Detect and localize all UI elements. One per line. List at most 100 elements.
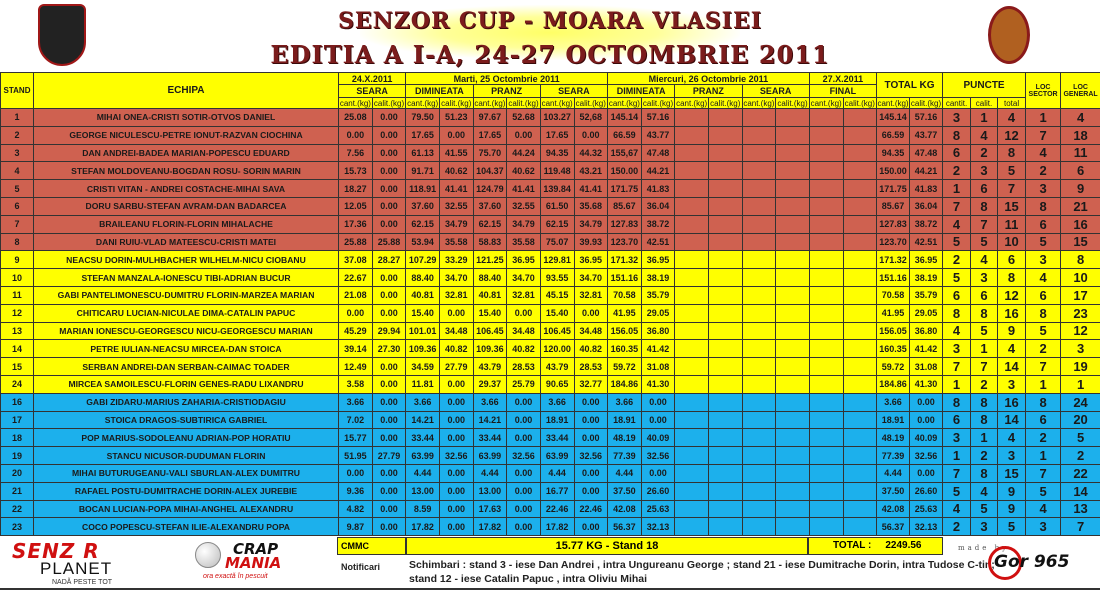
- value-cell: 17.82: [539, 517, 575, 537]
- value-cell: 17.36: [338, 214, 373, 234]
- stand-cell: 9: [0, 250, 34, 270]
- table-row: 4 STEFAN MOLDOVEANU-BOGDAN ROSU- SORIN MA…: [0, 161, 1100, 181]
- points-calit-cell: 3: [970, 161, 999, 181]
- stand-cell: 22: [0, 499, 34, 519]
- col-loc-general: LOC GENERAL: [1060, 72, 1100, 109]
- points-cantit-cell: 3: [942, 428, 972, 448]
- stand-cell: 6: [0, 196, 34, 216]
- value-cell: 40.82: [439, 339, 474, 359]
- value-cell: 85.67: [607, 196, 642, 216]
- value-cell: [808, 481, 844, 501]
- value-cell: [708, 463, 743, 483]
- table-row: 23 COCO POPESCU-STEFAN ILIE-ALEXANDRU POP…: [0, 517, 1100, 537]
- loc-general-cell: 2: [1060, 446, 1100, 465]
- session-header: SEARA: [337, 84, 407, 98]
- total-calit-cell: 41.42: [909, 339, 944, 359]
- unit-p_calit: calit.: [970, 97, 999, 109]
- value-cell: [708, 321, 743, 341]
- value-cell: [808, 179, 844, 198]
- value-cell: [842, 357, 878, 376]
- loc-general-cell: 11: [1060, 143, 1100, 163]
- value-cell: 88.40: [405, 268, 441, 287]
- value-cell: 34.70: [506, 268, 541, 287]
- value-cell: 37.08: [338, 250, 373, 270]
- value-cell: 15.77: [338, 428, 373, 448]
- team-cell: BOCAN LUCIAN-POPA MIHAI-ANGHEL ALEXANDRU: [33, 499, 339, 519]
- team-cell: NEACSU DORIN-MULHBACHER WILHELM-NICU CIO…: [33, 250, 339, 270]
- value-cell: 40.81: [472, 285, 508, 305]
- table-row: 10 STEFAN MANZALA-IONESCU TIBI-ADRIAN BUC…: [0, 268, 1100, 287]
- value-cell: 45.29: [338, 321, 373, 341]
- total-calit-cell: 41.83: [909, 179, 944, 198]
- session-header: PRANZ: [674, 84, 743, 98]
- value-cell: [842, 446, 878, 465]
- value-cell: 52,68: [573, 108, 609, 127]
- value-cell: 16.77: [539, 481, 575, 501]
- value-cell: 32.56: [439, 446, 474, 465]
- value-cell: 40.81: [405, 285, 441, 305]
- value-cell: [674, 392, 710, 412]
- value-cell: 0.00: [573, 517, 609, 537]
- value-cell: 3.66: [338, 392, 373, 412]
- sponsor1-line2: PLANET: [40, 559, 113, 578]
- cmmc-value: 15.77 KG - Stand 18: [406, 537, 808, 555]
- points-cantit-cell: 1: [942, 446, 972, 465]
- unit-calit: calit.(kg): [506, 97, 541, 109]
- value-cell: [775, 499, 810, 519]
- points-cantit-cell: 2: [942, 161, 972, 181]
- points-total-cell: 10: [997, 232, 1027, 252]
- value-cell: [674, 179, 710, 198]
- stand-cell: 4: [0, 161, 34, 181]
- team-cell: DANI RUIU-VLAD MATEESCU-CRISTI MATEI: [33, 232, 339, 252]
- value-cell: 0.00: [439, 125, 474, 145]
- value-cell: 12.05: [338, 196, 373, 216]
- loc-sector-cell: 4: [1025, 268, 1062, 287]
- value-cell: 0.00: [506, 125, 541, 145]
- value-cell: 4.44: [472, 463, 508, 483]
- value-cell: 28.53: [573, 357, 609, 376]
- value-cell: [808, 357, 844, 376]
- table-row: 21 RAFAEL POSTU-DUMITRACHE DORIN-ALEX JUR…: [0, 481, 1100, 501]
- value-cell: [674, 357, 710, 376]
- value-cell: 70.58: [607, 285, 642, 305]
- sponsor1-line1: SENZ R: [12, 539, 100, 563]
- points-calit-cell: 8: [970, 303, 999, 323]
- total-calit-cell: 43.77: [909, 125, 944, 145]
- stand-cell: 2: [0, 125, 34, 145]
- value-cell: 17.82: [472, 517, 508, 537]
- value-cell: [775, 143, 810, 163]
- value-cell: 3.66: [405, 392, 441, 412]
- unit-calit: calit.(kg): [439, 97, 474, 109]
- value-cell: 47.48: [640, 143, 676, 163]
- total-calit-cell: 36.04: [909, 196, 944, 216]
- value-cell: 3.66: [607, 392, 642, 412]
- total-cant-cell: 85.67: [876, 196, 911, 216]
- value-cell: [741, 125, 777, 145]
- value-cell: 35.58: [439, 232, 474, 252]
- value-cell: 62.15: [405, 214, 441, 234]
- value-cell: [708, 517, 743, 537]
- value-cell: 17.63: [472, 499, 508, 519]
- total-cant-cell: 66.59: [876, 125, 911, 145]
- value-cell: 40.82: [506, 339, 541, 359]
- total-cant-cell: 41.95: [876, 303, 911, 323]
- table-row: 6 DORU SARBU-STEFAN AVRAM-DAN BADARCEA 12.…: [0, 196, 1100, 216]
- loc-general-cell: 17: [1060, 285, 1100, 305]
- stand-cell: 10: [0, 268, 34, 287]
- value-cell: [775, 179, 810, 198]
- points-calit-cell: 6: [970, 179, 999, 198]
- value-cell: 57.16: [640, 108, 676, 127]
- value-cell: 0.00: [640, 463, 676, 483]
- value-cell: 36.80: [640, 321, 676, 341]
- value-cell: 0.00: [371, 428, 407, 448]
- value-cell: [808, 232, 844, 252]
- points-cantit-cell: 7: [942, 196, 972, 216]
- value-cell: 34.70: [439, 268, 474, 287]
- loc-general-cell: 16: [1060, 214, 1100, 234]
- value-cell: 28.27: [371, 250, 407, 270]
- value-cell: [741, 374, 777, 394]
- unit-cant: cant.(kg): [338, 97, 373, 109]
- value-cell: [708, 428, 743, 448]
- team-cell: GEORGE NICULESCU-PETRE IONUT-RAZVAN CIOC…: [33, 125, 339, 145]
- table-row: 16 GABI ZIDARU-MARIUS ZAHARIA-CRISTIODAGI…: [0, 392, 1100, 412]
